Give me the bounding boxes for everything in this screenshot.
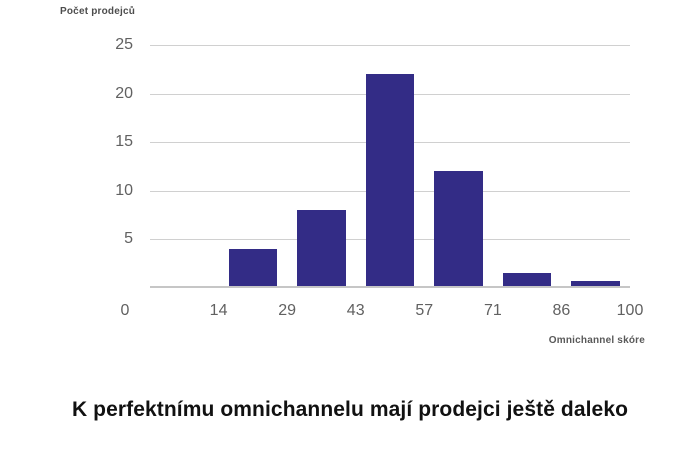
plot-area xyxy=(150,45,630,288)
chart-title: K perfektnímu omnichannelu mají prodejci… xyxy=(71,398,629,421)
gridline-y-25 xyxy=(150,45,630,46)
y-tick-25: 25 xyxy=(115,36,133,53)
bar-43-57 xyxy=(365,74,415,286)
y-tick-10: 10 xyxy=(115,181,133,199)
x-tick-57: 57 xyxy=(415,302,434,319)
x-tick-86: 86 xyxy=(552,302,571,319)
x-tick-100: 100 xyxy=(616,302,644,319)
bar-14-29 xyxy=(228,249,278,286)
x-tick-0: 0 xyxy=(120,302,130,319)
y-axis-label: Počet prodejců xyxy=(60,6,136,17)
bar-57-71 xyxy=(434,171,483,286)
y-tick-15: 15 xyxy=(115,133,133,151)
bar-71-86 xyxy=(502,273,552,286)
bar-86-100 xyxy=(571,281,620,286)
x-tick-14: 14 xyxy=(209,302,228,319)
x-tick-71: 71 xyxy=(483,302,502,319)
x-tick-29: 29 xyxy=(278,302,297,319)
x-axis-baseline xyxy=(150,286,630,288)
x-axis-label: Omnichannel skóre xyxy=(548,335,645,346)
y-tick-5: 5 xyxy=(124,230,133,248)
y-tick-20: 20 xyxy=(115,84,133,102)
bar-29-43 xyxy=(297,210,346,286)
x-tick-43: 43 xyxy=(346,302,365,319)
